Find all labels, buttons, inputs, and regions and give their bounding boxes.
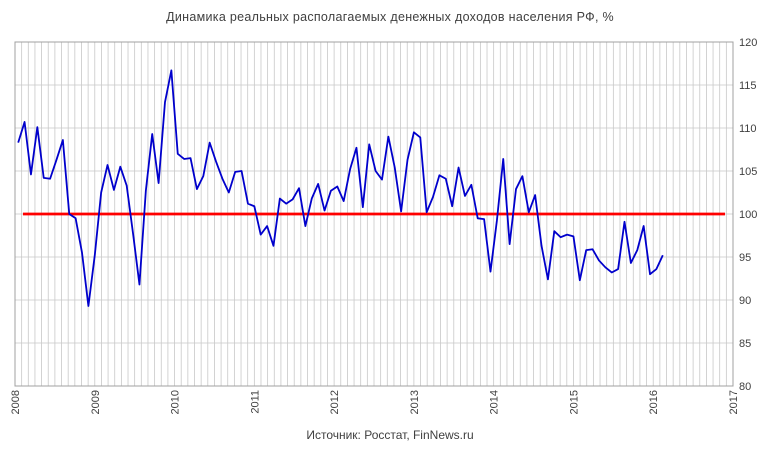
chart-title: Динамика реальных располагаемых денежных… <box>166 10 614 24</box>
x-tick-label: 2015 <box>568 390 580 414</box>
y-tick-label: 100 <box>739 209 757 221</box>
y-tick-label: 115 <box>739 80 757 92</box>
plot-frame <box>14 41 734 387</box>
x-tick-label: 2013 <box>409 390 421 414</box>
y-tick-label: 95 <box>739 252 751 264</box>
y-tick-label: 110 <box>739 123 757 135</box>
x-tick-label: 2011 <box>249 390 261 414</box>
chart-source: Источник: Росстат, FinNews.ru <box>306 428 474 442</box>
x-tick-label: 2008 <box>10 390 22 414</box>
y-tick-label: 90 <box>739 295 751 307</box>
y-tick-label: 85 <box>739 338 751 350</box>
x-tick-label: 2014 <box>489 390 501 414</box>
x-tick-label: 2017 <box>728 390 740 414</box>
x-tick-label: 2009 <box>90 390 102 414</box>
series-line <box>17 69 664 307</box>
y-tick-label: 120 <box>739 37 757 49</box>
y-tick-label: 80 <box>739 381 751 393</box>
x-tick-label: 2012 <box>329 390 341 414</box>
x-tick-label: 2016 <box>648 390 660 414</box>
y-tick-label: 105 <box>739 166 757 178</box>
x-tick-label: 2010 <box>170 390 182 414</box>
